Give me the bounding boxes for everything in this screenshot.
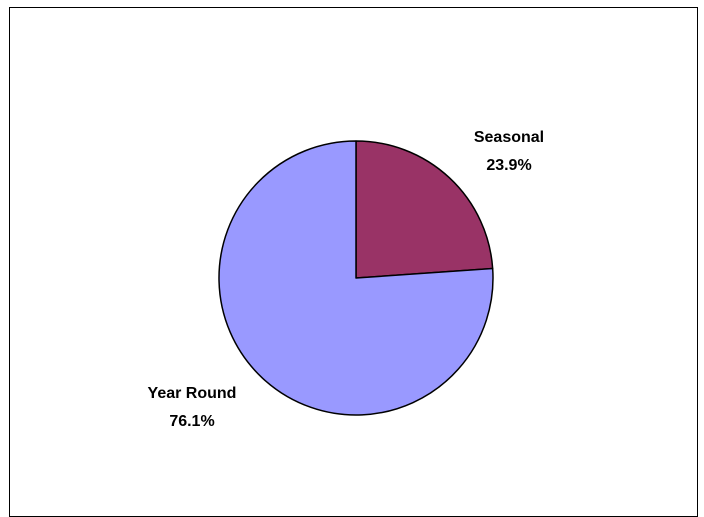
pie-slice-year-round: [218, 140, 494, 416]
slice-label-year-round-name: Year Round: [148, 385, 237, 402]
slice-label-seasonal-value: 23.9%: [486, 157, 531, 174]
pie-labels: Seasonal 23.9% Year Round 76.1%: [148, 129, 545, 430]
slice-label-year-round-value: 76.1%: [169, 413, 214, 430]
pie-slice-seasonal: [355, 140, 494, 279]
pie-slices: [218, 140, 494, 416]
slice-label-seasonal-name: Seasonal: [474, 129, 544, 146]
